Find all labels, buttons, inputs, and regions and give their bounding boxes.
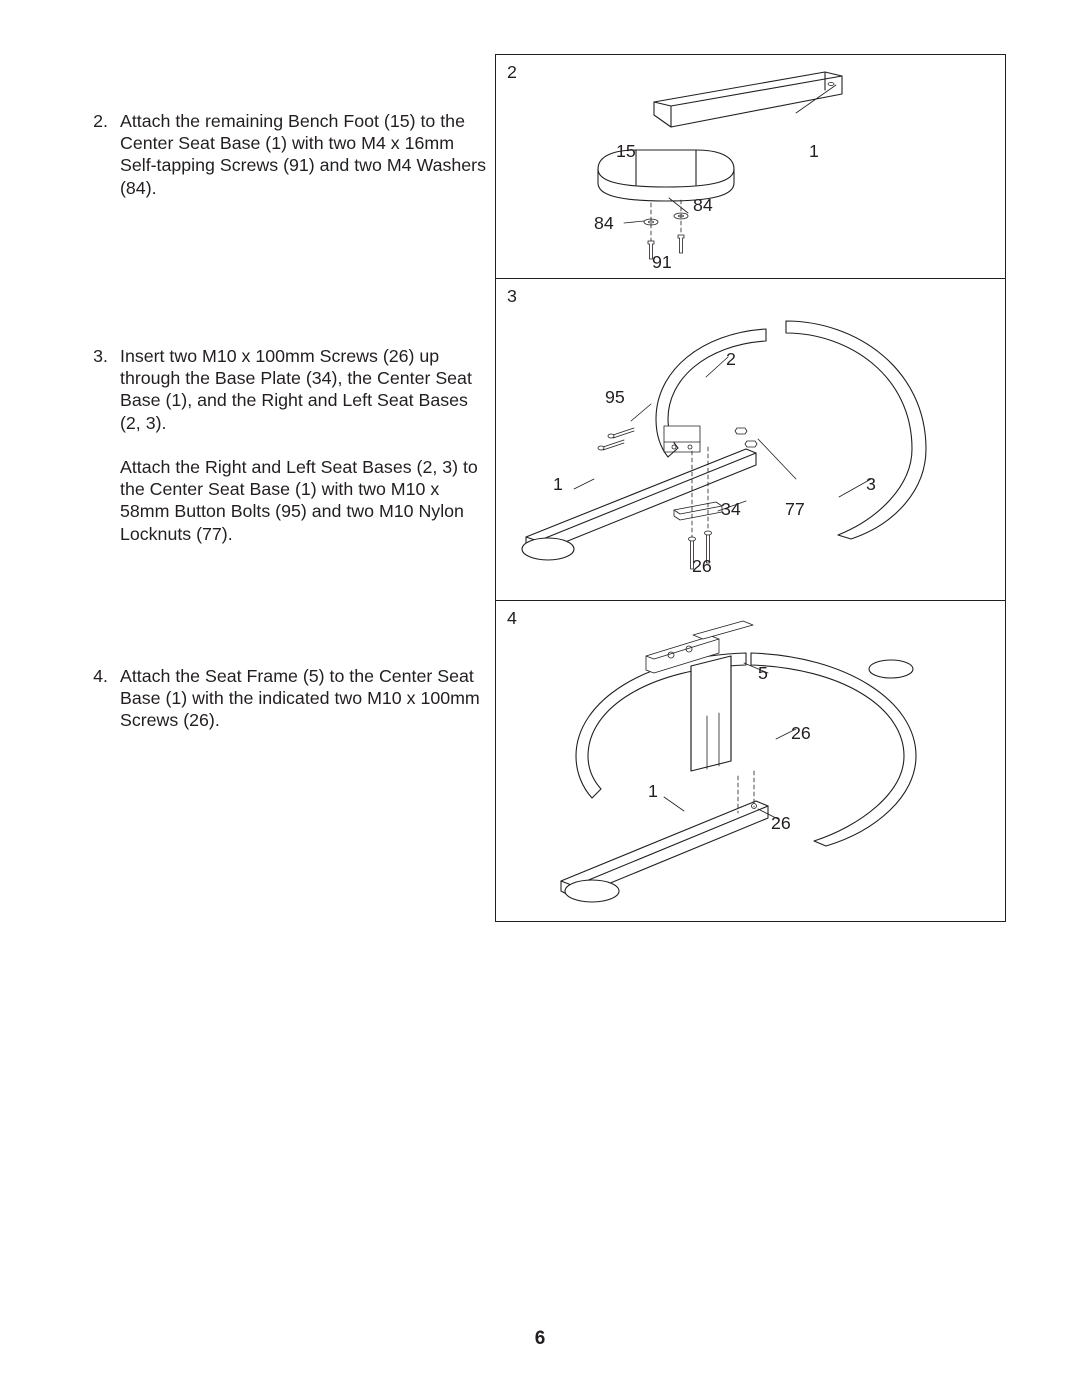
d2-label-15: 15 <box>616 141 636 162</box>
d4-label-5: 5 <box>758 663 768 684</box>
step-3-number: 3. <box>86 345 120 545</box>
step-3-text-1: Insert two M10 x 100mm Screws (26) up th… <box>120 345 491 434</box>
d4-label-1: 1 <box>648 781 658 802</box>
step-4: 4. Attach the Seat Frame (5) to the Cent… <box>86 665 491 732</box>
step-3-text-2: Attach the Right and Left Seat Bases (2,… <box>120 456 491 545</box>
diagram-4-number: 4 <box>507 608 517 629</box>
d3-label-77: 77 <box>785 499 805 520</box>
d3-label-3: 3 <box>866 474 876 495</box>
diagram-3-number: 3 <box>507 286 517 307</box>
d2-label-84a: 84 <box>693 195 713 216</box>
step-3: 3. Insert two M10 x 100mm Screws (26) up… <box>86 345 491 545</box>
diagram-2-drawing <box>496 55 1005 278</box>
page-number: 6 <box>0 1328 1080 1350</box>
d2-label-1: 1 <box>809 141 819 162</box>
step-2-text: Attach the remaining Bench Foot (15) to … <box>120 110 491 199</box>
d2-label-91: 91 <box>652 252 672 273</box>
d4-label-26a: 26 <box>791 723 811 744</box>
d3-label-1: 1 <box>553 474 563 495</box>
step-4-number: 4. <box>86 665 120 732</box>
d4-label-26b: 26 <box>771 813 791 834</box>
diagram-4-drawing <box>496 601 1005 920</box>
diagram-2-number: 2 <box>507 62 517 83</box>
step-2-number: 2. <box>86 110 120 199</box>
diagram-4: 4 <box>495 601 1006 922</box>
diagram-3-drawing: စ <box>496 279 1005 599</box>
diagram-2: 2 <box>495 54 1006 279</box>
step-4-text: Attach the Seat Frame (5) to the Center … <box>120 665 491 732</box>
d3-label-26: 26 <box>692 556 712 577</box>
d3-label-2: 2 <box>726 349 736 370</box>
diagrams-column: 2 <box>495 54 1006 922</box>
d3-label-34: 34 <box>721 499 741 520</box>
d2-label-84b: 84 <box>594 213 614 234</box>
diagram-3: 3 <box>495 279 1006 601</box>
d3-label-95: 95 <box>605 387 625 408</box>
step-2: 2. Attach the remaining Bench Foot (15) … <box>86 110 491 199</box>
